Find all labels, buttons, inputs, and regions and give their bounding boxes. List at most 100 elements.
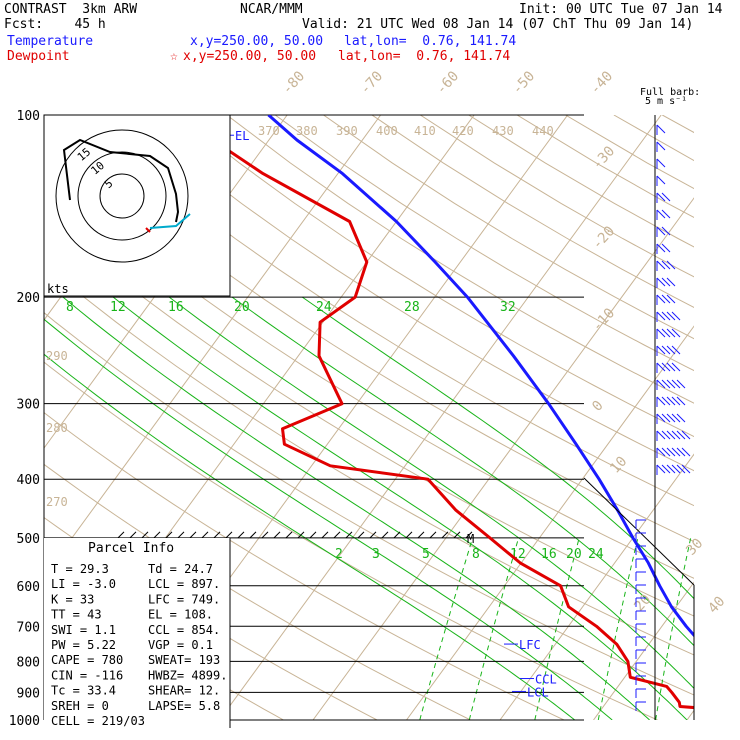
wind-barb-flag: [661, 277, 671, 287]
freezing-hatch-mark: [297, 531, 305, 539]
pressure-label: 900: [17, 686, 40, 701]
mixing-ratio-line: [698, 538, 730, 720]
isotherm-line: [44, 115, 382, 720]
wind-barb-flag: [671, 430, 681, 440]
wind-barb-flag: [656, 294, 666, 304]
freezing-hatch-mark: [285, 531, 293, 539]
parcel-info-value: SREH = 0: [51, 699, 109, 713]
hodograph-trace-surface: [145, 227, 151, 233]
mixing-ratio-line: [655, 537, 692, 720]
wind-barb-flag: [671, 447, 681, 457]
temperature-legend-xy: x,y=250.00, 50.00: [190, 34, 324, 49]
wind-barb-flag: [671, 345, 681, 355]
mixing-ratio-label: 5: [422, 547, 430, 562]
moist-adiabat-label: 16: [168, 300, 184, 315]
isotherm-tick-label: -70: [357, 68, 386, 97]
barb-panel-diagonal: [583, 477, 695, 586]
hodograph-units: kts: [47, 282, 69, 296]
dry-adiabat-line: [44, 115, 658, 720]
dry-adiabat-label: 290: [46, 349, 68, 363]
isotherm-line: [219, 115, 662, 720]
parcel-info-value: SWI = 1.1: [51, 623, 116, 637]
wind-barb-flag: [656, 192, 666, 202]
pressure-label: 600: [17, 580, 40, 595]
wind-barb-flag: [661, 226, 671, 236]
mixing-ratio-line: [597, 537, 639, 720]
parcel-info-title: Parcel Info: [88, 541, 174, 556]
freezing-hatch-mark: [261, 531, 269, 539]
wind-barb-flag: [666, 430, 676, 440]
dry-adiabat-label: 430: [492, 124, 514, 138]
model-title: CONTRAST 3km ARW: [4, 2, 138, 17]
dry-adiabat-line: [44, 115, 694, 720]
wind-barb-flag: [661, 413, 671, 423]
freezing-hatch-mark: [429, 531, 437, 539]
wind-barb-flag: [661, 192, 671, 202]
level-marker-label: EL: [235, 129, 249, 143]
isotherm-tick-label: 30: [683, 535, 706, 558]
wind-barb-flag: [676, 447, 686, 457]
wind-barb-flag: [671, 362, 681, 372]
level-marker-label: LCL: [527, 685, 549, 699]
parcel-info-value: T = 29.3: [51, 562, 109, 576]
wind-barb-flag: [656, 175, 666, 185]
freezing-hatch-mark: [117, 531, 125, 539]
freezing-hatch-mark: [453, 531, 461, 539]
wind-barb-flag: [661, 396, 671, 406]
hodograph-ring-label: 15: [75, 145, 94, 163]
dry-adiabat-line: [129, 115, 694, 720]
wind-barb-flag: [656, 328, 666, 338]
parcel-info-value: LFC = 749.: [148, 592, 220, 606]
moist-adiabat-label: 20: [234, 300, 250, 315]
hodograph-ring-label: 10: [88, 159, 107, 177]
dry-adiabat-line: [274, 115, 694, 720]
moist-adiabat-line: [168, 296, 694, 720]
dry-adiabat-label: 270: [46, 495, 68, 509]
isotherm-line: [0, 115, 7, 720]
freezing-hatch-mark: [153, 531, 161, 539]
wind-barb-flag: [671, 311, 681, 321]
wind-barb-flag: [666, 345, 676, 355]
dry-adiabat-label: 390: [336, 124, 358, 138]
moist-adiabat-label: 32: [500, 300, 516, 315]
isotherm-line: [593, 115, 694, 720]
wind-barb-flag: [676, 413, 686, 423]
freezing-hatch-mark: [405, 531, 413, 539]
freezing-hatch-mark: [129, 531, 137, 539]
freezing-hatch-mark: [369, 531, 377, 539]
moist-adiabat-line: [302, 296, 694, 720]
valid-time: Valid: 21 UTC Wed 08 Jan 14 (07 ChT Thu …: [302, 17, 694, 32]
parcel-info-value: CIN = -116: [51, 668, 123, 682]
wind-barb-flag: [666, 447, 676, 457]
wind-barb-flag: [656, 158, 666, 168]
dry-adiabat-line: [468, 115, 694, 720]
level-marker-label: LFC: [519, 638, 541, 652]
wind-barb-flag: [656, 379, 666, 389]
pressure-label: 100: [17, 109, 40, 124]
wind-barb-flag: [661, 430, 671, 440]
wind-barb-flag: [671, 396, 681, 406]
mixing-ratio-line: [468, 537, 520, 720]
parcel-info-value: Tc = 33.4: [51, 684, 116, 698]
freezing-hatch-mark: [381, 531, 389, 539]
wind-barb-flag: [661, 328, 671, 338]
temperature-legend-latlon: lat,lon= 0.76, 141.74: [344, 34, 517, 49]
wind-barb-flag: [656, 260, 666, 270]
wind-barb-flag: [656, 124, 666, 134]
wind-barb-flag: [676, 430, 686, 440]
pressure-label: 800: [17, 655, 40, 670]
wind-barb-flag: [666, 277, 676, 287]
hodograph-trace: [62, 138, 180, 223]
wind-barb-flag: [671, 464, 681, 474]
wind-barb-flag: [661, 209, 671, 219]
wind-barb-flag: [676, 396, 686, 406]
wind-barb-flag: [666, 396, 676, 406]
wind-barb-flag: [666, 413, 676, 423]
freezing-hatch-mark: [321, 531, 329, 539]
wind-barb-flag: [656, 209, 666, 219]
wind-barb-flag: [676, 379, 686, 389]
dry-adiabat-line: [44, 115, 565, 720]
wind-barb-flag: [661, 362, 671, 372]
parcel-info-value: PW = 5.22: [51, 638, 116, 652]
dry-adiabat-line: [662, 115, 694, 720]
